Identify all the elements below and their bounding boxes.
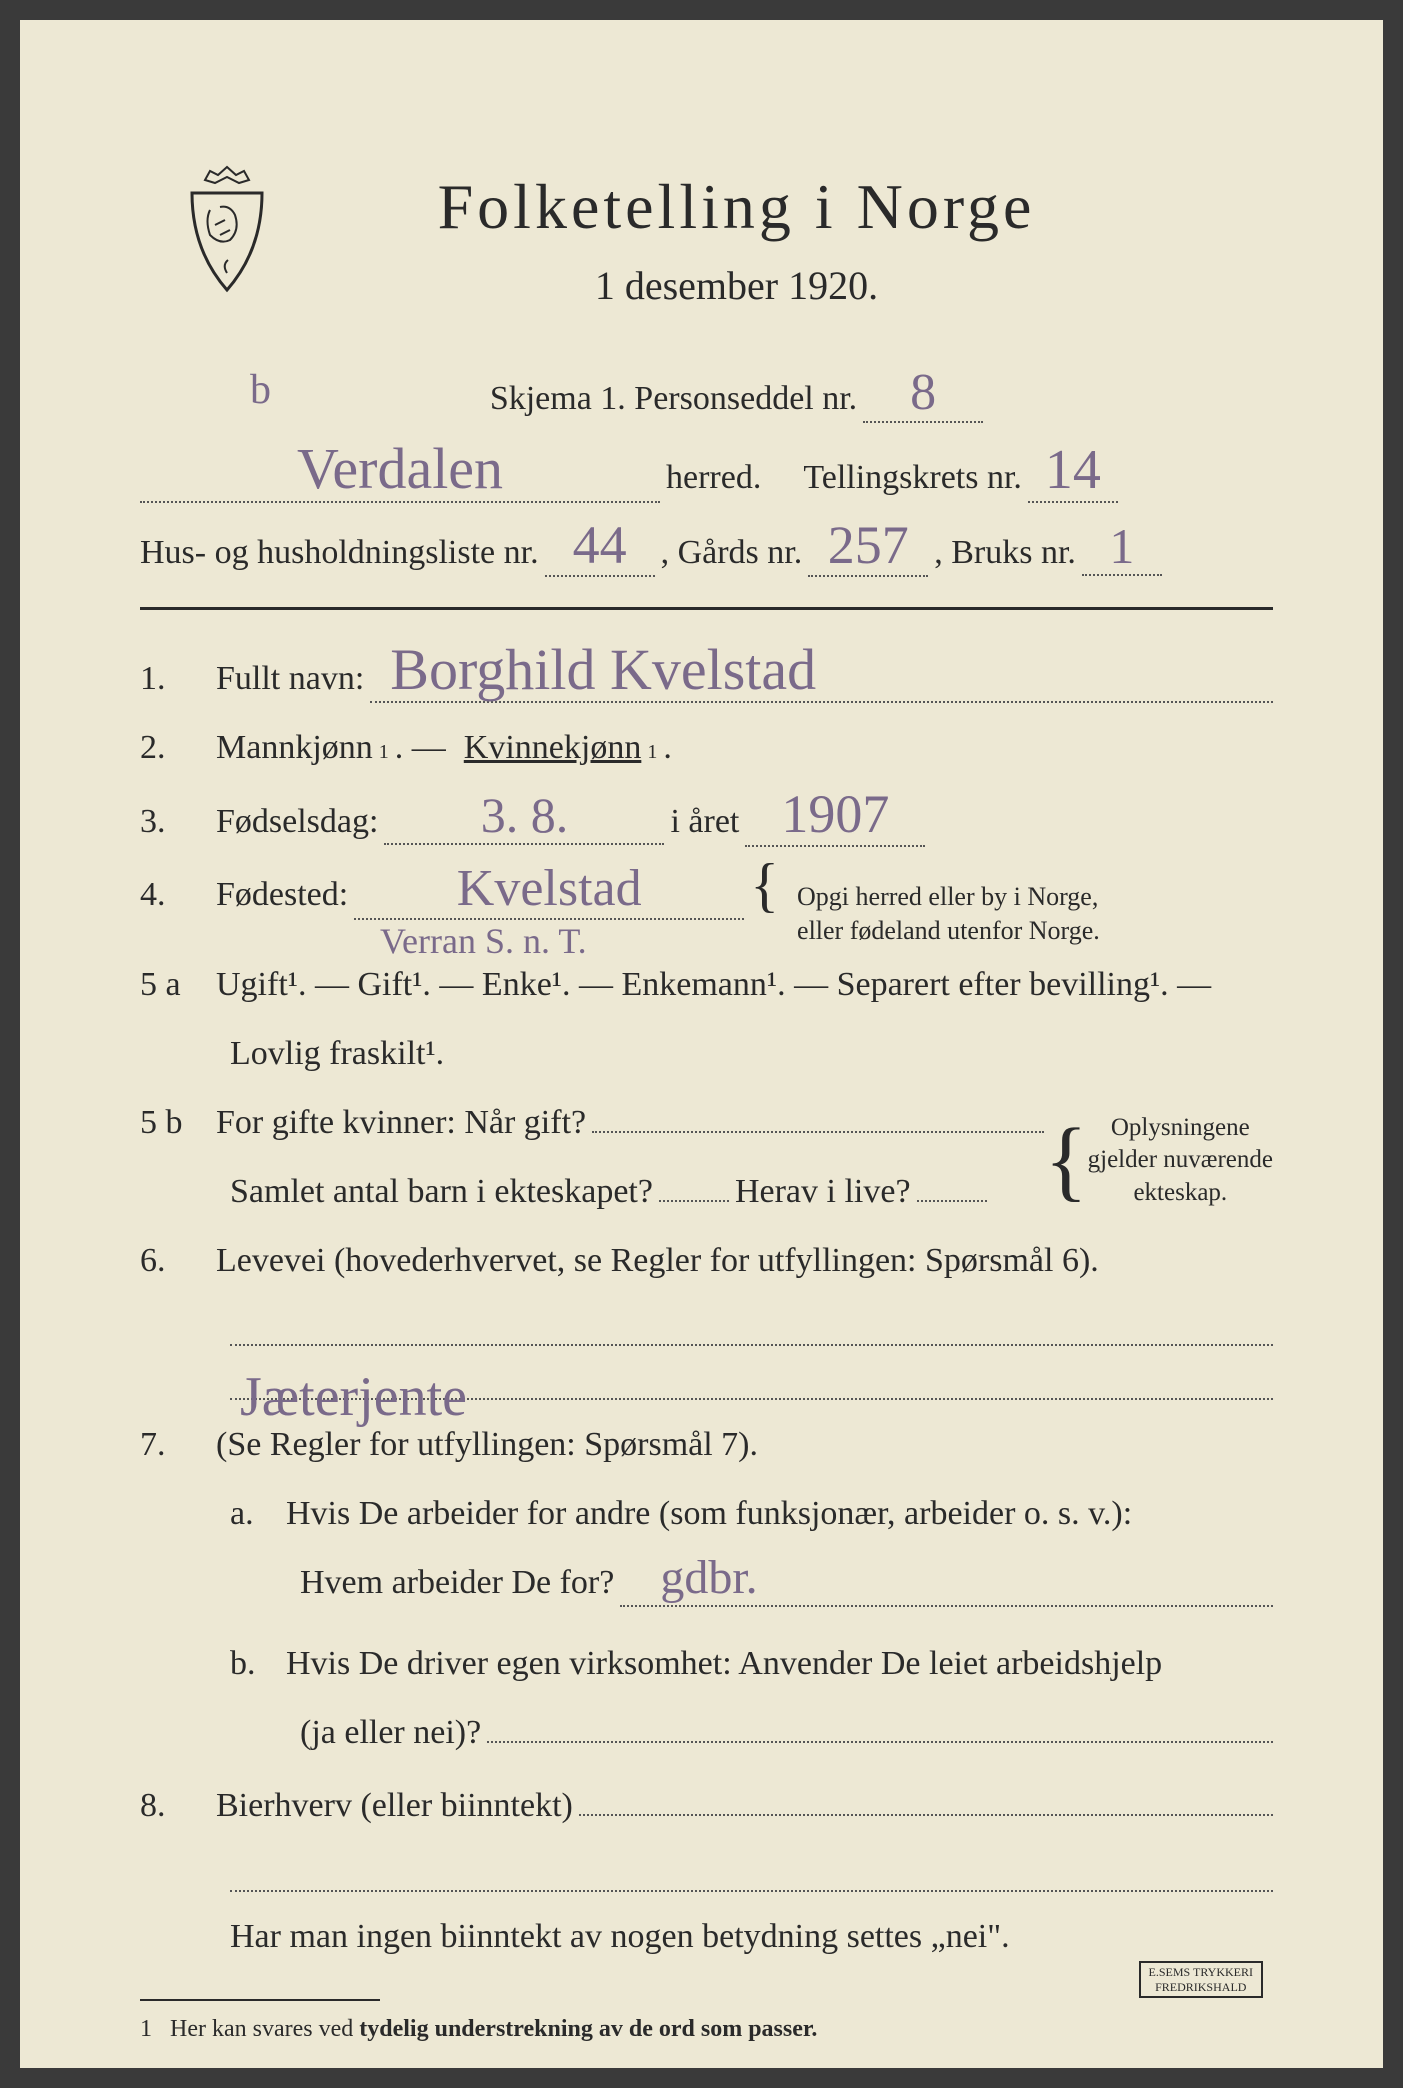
q2-mann: Mannkjønn xyxy=(216,717,373,780)
bruks-label: , Bruks nr. xyxy=(934,522,1076,585)
q6-value-line: Jæterjente xyxy=(230,1360,1273,1400)
brace-icon-2: { xyxy=(1044,1138,1087,1183)
q7a-row1: a. Hvis De arbeider for andre (som funks… xyxy=(140,1483,1273,1546)
hushold-label: Hus- og husholdningsliste nr. xyxy=(140,522,539,585)
q7a-value: gdbr. xyxy=(620,1552,1273,1607)
q3-year: 1907 xyxy=(745,785,925,846)
q4-num: 4. xyxy=(140,864,210,927)
q4-row: 4. Fødested: Kvelstad { Opgi herred elle… xyxy=(140,860,1273,948)
q6-row: 6. Levevei (hovederhvervet, se Regler fo… xyxy=(140,1230,1273,1293)
closing-text: Har man ingen biinntekt av nogen betydni… xyxy=(230,1906,1010,1969)
q6-num: 6. xyxy=(140,1230,210,1293)
q5b-fill2 xyxy=(659,1168,729,1202)
brace-icon: { xyxy=(750,870,779,900)
q3-label: Fødselsdag: xyxy=(216,791,378,854)
skjema-line: b Skjema 1. Personseddel nr. 8 xyxy=(200,364,1273,431)
footnote-text: Her kan svares ved tydelig understreknin… xyxy=(170,2016,817,2042)
footnote-rule xyxy=(140,1999,380,2001)
herred-label: herred. xyxy=(666,447,761,510)
q8-blank xyxy=(230,1852,1273,1892)
q7a-row2: Hvem arbeider De for? gdbr. xyxy=(140,1552,1273,1615)
q7b-row2: (ja eller nei)? xyxy=(140,1702,1273,1765)
skjema-mark: b xyxy=(250,352,271,430)
q6-blank1 xyxy=(230,1306,1273,1346)
q7b-num: b. xyxy=(230,1633,280,1696)
q5a-text: Ugift¹. — Gift¹. — Enke¹. — Enkemann¹. —… xyxy=(216,954,1211,1017)
q5b-label3: Herav i live? xyxy=(735,1161,911,1224)
q2-row: 2. Mannkjønn1. — Kvinnekjønn1. xyxy=(140,717,1273,780)
coat-of-arms-icon xyxy=(180,165,275,295)
q5a-row: 5 a Ugift¹. — Gift¹. — Enke¹. — Enkemann… xyxy=(140,954,1273,1017)
page-title: Folketelling i Norge xyxy=(200,170,1273,244)
q3-num: 3. xyxy=(140,791,210,854)
q3-yearlabel: i året xyxy=(670,791,739,854)
q1-num: 1. xyxy=(140,648,210,711)
q8-row: 8. Bierhverv (eller biinntekt) xyxy=(140,1775,1273,1838)
q5b-group: 5 b For gifte kvinner: Når gift? Samlet … xyxy=(140,1092,1273,1230)
q4-label: Fødested: xyxy=(216,864,348,927)
q8-num: 8. xyxy=(140,1775,210,1838)
q7b-fill xyxy=(487,1709,1273,1743)
page-subtitle: 1 desember 1920. xyxy=(200,262,1273,309)
q5b-row2: Samlet antal barn i ekteskapet? Herav i … xyxy=(140,1161,1044,1224)
gards-label: , Gårds nr. xyxy=(661,522,803,585)
herred-line: Verdalen herred. Tellingskrets nr. 14 xyxy=(140,437,1273,510)
q4-note: Opgi herred eller by i Norge, eller føde… xyxy=(797,880,1100,948)
q2-num: 2. xyxy=(140,717,210,780)
q6-label: Levevei (hovederhvervet, se Regler for u… xyxy=(216,1230,1099,1293)
q2-kvinne: Kvinnekjønn xyxy=(464,717,642,780)
skjema-label: Skjema 1. Personseddel nr. xyxy=(490,368,857,431)
q7b-text2: (ja eller nei)? xyxy=(300,1702,481,1765)
q7b-row1: b. Hvis De driver egen virksomhet: Anven… xyxy=(140,1633,1273,1696)
hushold-nr: 44 xyxy=(545,516,655,577)
q3-row: 3. Fødselsdag: 3. 8. i året 1907 xyxy=(140,785,1273,854)
form-body: b Skjema 1. Personseddel nr. 8 Verdalen … xyxy=(140,364,1273,2051)
census-form-page: Folketelling i Norge 1 desember 1920. b … xyxy=(20,20,1383,2068)
personseddel-nr: 8 xyxy=(863,364,983,423)
q5b-row1: 5 b For gifte kvinner: Når gift? xyxy=(140,1092,1044,1155)
divider-1 xyxy=(140,607,1273,610)
q5b-label2: Samlet antal barn i ekteskapet? xyxy=(230,1161,653,1224)
herred-value: Verdalen xyxy=(140,437,660,503)
q7-num: 7. xyxy=(140,1414,210,1477)
q7a-text1: Hvis De arbeider for andre (som funksjon… xyxy=(286,1483,1132,1546)
footnote: 1 Her kan svares ved tydelig understrekn… xyxy=(140,2007,1273,2051)
q1-label: Fullt navn: xyxy=(216,648,364,711)
q5b-num: 5 b xyxy=(140,1092,210,1155)
bruks-nr: 1 xyxy=(1082,519,1162,576)
q5a-num: 5 a xyxy=(140,954,210,1017)
q5b-note: Oplysningene gjelder nuværende ekteskap. xyxy=(1088,1112,1273,1210)
tellingskrets-label: Tellingskrets nr. xyxy=(803,447,1022,510)
q3-daymonth: 3. 8. xyxy=(384,788,664,845)
q7b-text1: Hvis De driver egen virksomhet: Anvender… xyxy=(286,1633,1162,1696)
q5b-label1: For gifte kvinner: Når gift? xyxy=(216,1092,586,1155)
q5a-row2: Lovlig fraskilt¹. xyxy=(140,1023,1273,1086)
q6-value: Jæterjente xyxy=(240,1346,467,1450)
hushold-line: Hus- og husholdningsliste nr. 44 , Gårds… xyxy=(140,516,1273,585)
q5b-fill1 xyxy=(592,1099,1044,1133)
footnote-num: 1 xyxy=(140,2016,152,2042)
tellingskrets-nr: 14 xyxy=(1028,440,1118,504)
q5b-fill3 xyxy=(917,1168,987,1202)
q7a-text2: Hvem arbeider De for? xyxy=(300,1552,614,1615)
q5a-text2: Lovlig fraskilt¹. xyxy=(230,1023,444,1086)
closing-row: Har man ingen biinntekt av nogen betydni… xyxy=(140,1906,1273,1969)
q8-label: Bierhverv (eller biinntekt) xyxy=(216,1775,573,1838)
printer-stamp: E.SEMS TRYKKERI FREDRIKSHALD xyxy=(1139,1961,1263,1998)
gards-nr: 257 xyxy=(808,516,928,577)
q4-note-value: Verran S. n. T. xyxy=(380,908,587,975)
q1-value: Borghild Kvelstad xyxy=(370,638,1273,704)
q1-row: 1. Fullt navn: Borghild Kvelstad xyxy=(140,638,1273,711)
q8-fill xyxy=(579,1782,1273,1816)
q7a-num: a. xyxy=(230,1483,280,1546)
